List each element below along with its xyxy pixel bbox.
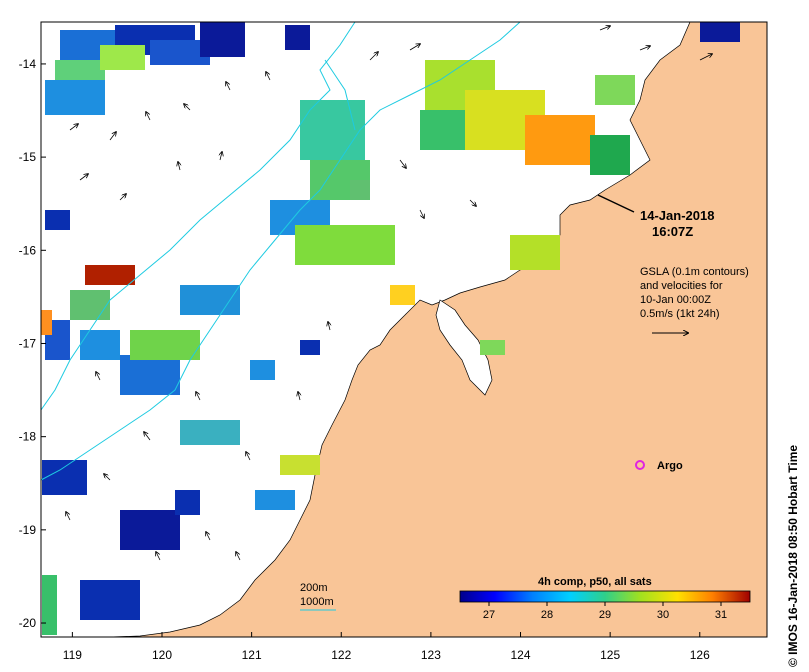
bathy-legend-200m: 200m: [300, 582, 328, 594]
lat-tick-label: -19: [19, 523, 37, 537]
king-sound-inlet: [435, 299, 493, 396]
contour-200m: [41, 22, 521, 481]
colorbar-tick-label: 28: [541, 609, 553, 621]
plot-frame: [40, 21, 768, 638]
colorbar: [459, 590, 751, 603]
colorbar-tick-label: 30: [657, 609, 669, 621]
contour-200m-b: [324, 59, 356, 131]
gsla-note-line-4: 0.5m/s (1kt 24h): [640, 308, 719, 320]
timestamp-pointer: [597, 194, 635, 213]
argo-marker: [635, 460, 645, 470]
lat-tick-label: -16: [19, 243, 37, 257]
timestamp-date: 14-Jan-2018: [640, 208, 714, 223]
colorbar-tick-label: 31: [715, 609, 727, 621]
land-area: [109, 22, 767, 637]
lon-tick-label: 125: [600, 648, 620, 662]
lon-tick-label: 119: [63, 648, 82, 662]
longitude-ticks: 119 120 121 122 123 124 125 126: [63, 632, 710, 662]
lon-tick-label: 120: [152, 648, 172, 662]
lon-tick-label: 121: [242, 648, 262, 662]
lon-tick-label: 123: [421, 648, 441, 662]
lat-tick-label: -18: [19, 430, 37, 444]
lon-tick-label: 126: [690, 648, 710, 662]
gsla-note-line-2: and velocities for: [640, 280, 723, 292]
gsla-note-line-3: 10-Jan 00:00Z: [640, 294, 711, 306]
lat-tick-label: -14: [19, 57, 37, 71]
lat-tick-label: -15: [19, 150, 37, 164]
contour-1000m: [41, 22, 356, 411]
lat-tick-label: -20: [19, 616, 37, 630]
timestamp-time: 16:07Z: [652, 224, 693, 239]
colorbar-tick-label: 27: [483, 609, 495, 621]
colorbar-ticks: 27 28 29 30 31: [483, 602, 727, 621]
gsla-note-line-1: GSLA (0.1m contours): [640, 266, 749, 278]
bathy-legend-1000m: 1000m: [300, 596, 334, 608]
lon-tick-label: 122: [331, 648, 351, 662]
imos-credit: © IMOS 16-Jan-2018 08:50 Hobart Time: [786, 445, 800, 667]
latitude-ticks: -14 -15 -16 -17 -18 -19 -20: [19, 57, 46, 630]
plot-area: Argo 14-Jan-2018 16:07Z GSLA (0.1m conto…: [41, 22, 767, 637]
colorbar-title: 4h comp, p50, all sats: [538, 576, 652, 588]
lat-tick-label: -17: [19, 336, 37, 350]
sst-patches: [41, 22, 740, 635]
lon-tick-label: 124: [511, 648, 531, 662]
velocity-arrows: [66, 26, 712, 561]
colorbar-tick-label: 29: [599, 609, 611, 621]
argo-label: Argo: [657, 460, 683, 472]
